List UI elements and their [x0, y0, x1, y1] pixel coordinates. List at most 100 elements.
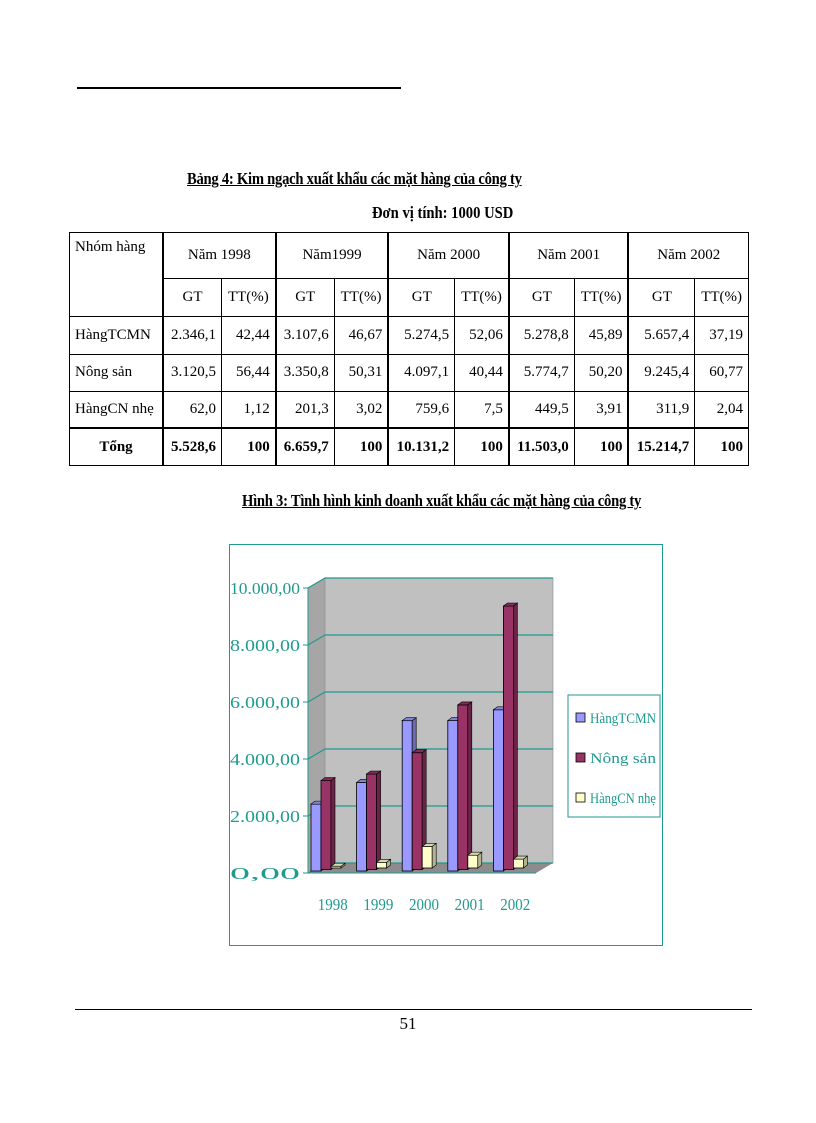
figure-caption: Hình 3: Tình hình kinh doanh xuất khẩu c… — [242, 491, 642, 510]
sub-header: TT(%) — [454, 278, 510, 318]
table-cell: 50,20 — [573, 353, 629, 392]
bar-top — [401, 717, 418, 721]
total-cell: 15.214,7 — [627, 427, 696, 467]
table-cell: 7,5 — [454, 390, 510, 429]
total-cell: 100 — [333, 427, 389, 467]
table-header-row: Nhóm hàng Năm 1998 Năm1999 Năm 2000 Năm … — [68, 231, 750, 318]
table-cell: 449,5 — [507, 390, 575, 429]
total-cell: 11.503,0 — [507, 427, 575, 467]
year-header: Năm 1998 — [161, 231, 277, 280]
legend-label: HàngTCMN — [590, 711, 656, 727]
bar — [411, 752, 423, 870]
total-cell: 100 — [454, 427, 510, 467]
table-cell: 40,44 — [454, 353, 510, 392]
table-cell: 4.097,1 — [387, 353, 456, 392]
sub-header: GT — [387, 278, 456, 318]
total-cell: 100 — [573, 427, 629, 467]
year-header: Năm 2001 — [507, 231, 629, 280]
bar-top — [375, 858, 392, 863]
group-header: Nhóm hàng — [68, 231, 164, 318]
bar — [310, 803, 322, 872]
bar — [502, 605, 514, 870]
x-tick-label: 2002 — [500, 895, 530, 914]
table-cell: 5.278,8 — [507, 316, 575, 355]
sub-header: TT(%) — [573, 278, 629, 318]
table-row: HàngTCMN 2.346,1 42,44 3.107,6 46,67 5.2… — [68, 316, 749, 355]
bar — [467, 854, 479, 869]
table-cell: 3.107,6 — [274, 316, 335, 355]
year-header: Năm 2002 — [627, 231, 750, 280]
table-cell: 311,9 — [627, 390, 696, 429]
bar-top — [512, 855, 529, 860]
legend-swatch — [575, 792, 586, 803]
y-tick-label: 2.000,00 — [230, 807, 300, 826]
bar — [457, 704, 469, 870]
x-tick-label: 1998 — [318, 895, 348, 914]
sub-header: GT — [507, 278, 575, 318]
table-cell: 3.350,8 — [274, 353, 335, 392]
sub-header: TT(%) — [333, 278, 389, 318]
gridline — [307, 634, 553, 646]
bar — [421, 845, 433, 869]
total-cell: 5.528,6 — [161, 427, 222, 467]
total-cell: 6.659,7 — [274, 427, 335, 467]
year-header: Năm 2000 — [387, 231, 510, 280]
bar-top — [411, 749, 428, 754]
y-tick-label: 6.000,00 — [230, 693, 300, 712]
bar-top — [365, 770, 382, 775]
table-cell: 46,67 — [333, 316, 389, 355]
sub-header: GT — [274, 278, 335, 318]
row-label: HàngTCMN — [68, 316, 164, 355]
total-cell: 100 — [220, 427, 277, 467]
table-cell: 5.274,5 — [387, 316, 456, 355]
x-tick-label: 2000 — [409, 895, 439, 914]
legend-swatch — [575, 752, 586, 763]
bar — [401, 720, 413, 872]
bar — [512, 858, 524, 869]
table-cell: 42,44 — [220, 316, 277, 355]
bar — [447, 720, 459, 872]
total-cell: 100 — [694, 427, 749, 467]
bar — [356, 782, 367, 872]
table-cell: 60,77 — [694, 353, 749, 392]
export-chart: 0,00 2.000,00 4.000,00 6.000,00 8.000,00 10.0… — [230, 577, 661, 914]
bar-top — [421, 843, 438, 847]
bar — [366, 773, 378, 870]
page-number: 51 — [399, 1014, 417, 1033]
table-subheader-row: GT TT(%) GT TT(%) GT TT(%) GT TT(%) GT T… — [70, 278, 749, 318]
table-cell: 3,02 — [333, 390, 389, 429]
table-cell: 9.245,4 — [627, 353, 696, 392]
bar-top — [466, 851, 483, 856]
table-cell: 759,6 — [387, 390, 456, 429]
x-tick-label: 2001 — [455, 895, 485, 914]
total-row: Tổng 5.528,6 100 6.659,7 100 10.131,2 10… — [68, 427, 749, 467]
header-rule — [77, 87, 401, 89]
table-cell: 5.774,7 — [507, 353, 575, 392]
table-cell: 2.346,1 — [161, 316, 222, 355]
gridline — [307, 748, 553, 760]
bar-top — [502, 602, 519, 607]
sub-header: GT — [161, 278, 222, 318]
sub-header: TT(%) — [220, 278, 277, 318]
table-cell: 2,04 — [694, 390, 749, 429]
y-tick-label: 0,00 — [230, 864, 300, 883]
sub-header: GT — [627, 278, 696, 318]
table-cell: 1,12 — [220, 390, 277, 429]
gridline — [307, 691, 553, 703]
table-row: HàngCN nhẹ 62,0 1,12 201,3 3,02 759,6 7,… — [68, 390, 749, 429]
legend-swatch — [575, 712, 586, 723]
table-row: Nông sản 3.120,5 56,44 3.350,8 50,31 4.0… — [68, 353, 749, 392]
bar-side — [376, 770, 381, 871]
chart-frame: 0,00 2.000,00 4.000,00 6.000,00 8.000,00 10.0… — [229, 544, 663, 946]
bar-side — [330, 776, 336, 871]
gridline — [307, 577, 553, 589]
bar-side — [467, 701, 473, 871]
table-cell: 50,31 — [333, 353, 389, 392]
total-label: Tổng — [68, 427, 164, 467]
bar — [376, 861, 388, 869]
row-label: HàngCN nhẹ — [68, 390, 164, 429]
bar-side — [431, 842, 437, 869]
table-cell: 3,91 — [573, 390, 629, 429]
year-header: Năm1999 — [274, 231, 389, 280]
table-cell: 45,89 — [573, 316, 629, 355]
